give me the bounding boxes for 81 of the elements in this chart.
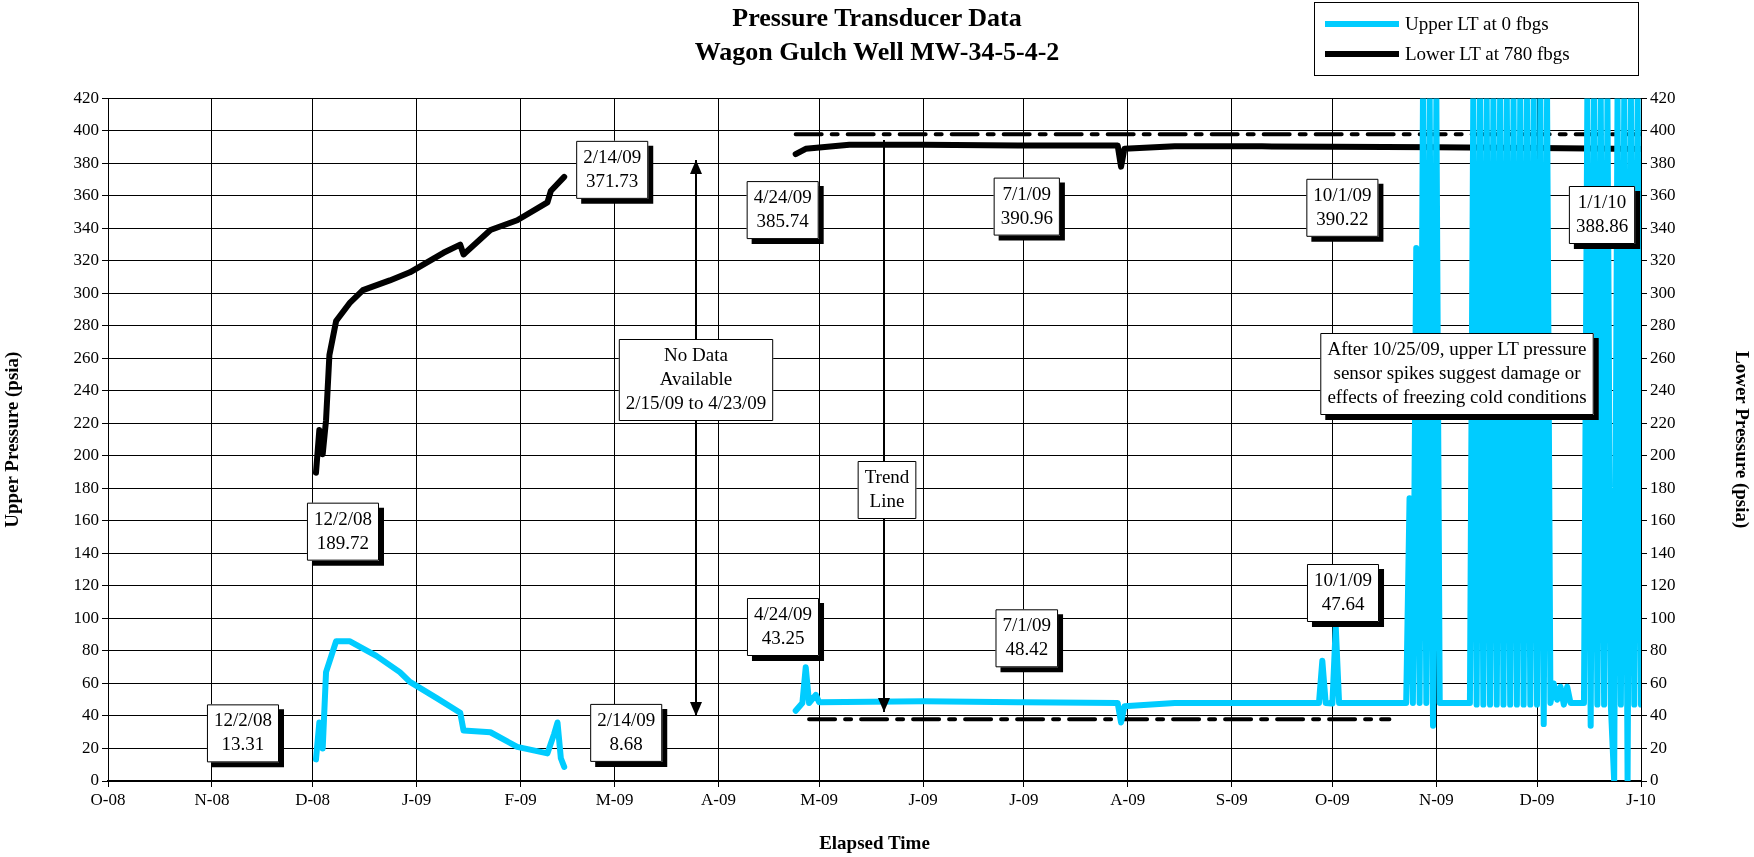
y2-tick-label: 140 [1650, 542, 1676, 562]
x-tick-label: F-09 [504, 789, 537, 809]
x-tick-label: O-09 [1314, 789, 1350, 809]
annotation: After 10/25/09, upper LT pressure sensor spikes suggest damage or effects of freezing cold conditions [1327, 337, 1587, 407]
x-tick-label: D-09 [1519, 789, 1555, 809]
annotation: 12/2/08 13.31 [213, 709, 273, 755]
y-tick-label: 0 [90, 770, 99, 790]
x-tick-label: J-10 [1626, 789, 1656, 809]
y-tick-label: 280 [73, 315, 99, 335]
y-tick-label: 100 [73, 607, 99, 627]
annotation: 7/1/09 48.42 [1002, 614, 1052, 660]
y-tick-label: 80 [82, 640, 99, 660]
y2-tick-label: 420 [1650, 87, 1676, 107]
chart-subtitle: Wagon Gulch Well MW-34-5-4-2 [694, 36, 1060, 66]
y-tick-label: 140 [73, 542, 99, 562]
y2-tick-label: 260 [1650, 347, 1676, 367]
y-tick-label: 380 [73, 152, 99, 172]
y2-tick-label: 200 [1650, 445, 1676, 465]
y-tick-label: 200 [73, 445, 99, 465]
x-tick-label: J-09 [908, 789, 938, 809]
y-tick-label: 260 [73, 347, 99, 367]
x-tick-label: O-08 [90, 789, 126, 809]
y2-tick-label: 100 [1650, 607, 1676, 627]
y2-tick-label: 220 [1650, 412, 1676, 432]
y-tick-label: 320 [73, 250, 99, 270]
y-tick-label: 240 [73, 380, 99, 400]
y-tick-label: 20 [82, 737, 99, 757]
y2-tick-label: 40 [1650, 705, 1667, 725]
annotation: Trend Line [864, 465, 910, 511]
y2-tick-label: 60 [1650, 672, 1667, 692]
annotation: 7/1/09 390.96 [1000, 182, 1053, 228]
x-tick-label: S-09 [1215, 789, 1248, 809]
annotation: 4/24/09 385.74 [753, 186, 812, 232]
y-tick-label: 180 [73, 477, 99, 497]
y2-axis-title: Lower Pressure (psia) [1730, 351, 1753, 529]
y2-tick-label: 240 [1650, 380, 1676, 400]
x-tick-label: M-09 [595, 789, 634, 809]
y2-tick-label: 280 [1650, 315, 1676, 335]
y-tick-label: 60 [82, 672, 99, 692]
y-tick-label: 40 [82, 705, 99, 725]
y2-tick-label: 400 [1650, 120, 1676, 140]
y2-tick-label: 320 [1650, 250, 1676, 270]
y2-tick-label: 120 [1650, 575, 1676, 595]
y2-tick-label: 160 [1650, 510, 1676, 530]
x-tick-label: J-09 [1009, 789, 1039, 809]
annotation: 4/24/09 43.25 [753, 602, 813, 648]
y-tick-label: 220 [73, 412, 99, 432]
x-tick-label: D-08 [295, 789, 331, 809]
y2-tick-label: 20 [1650, 737, 1667, 757]
y2-tick-label: 360 [1650, 185, 1676, 205]
x-axis-title: Elapsed Time [819, 831, 930, 853]
y2-tick-label: 340 [1650, 217, 1676, 237]
annotation: 2/14/09 371.73 [583, 145, 642, 191]
y2-tick-label: 80 [1650, 640, 1667, 660]
y2-tick-label: 300 [1650, 282, 1676, 302]
y-tick-label: 160 [73, 510, 99, 530]
y-tick-label: 360 [73, 185, 99, 205]
y2-tick-label: 380 [1650, 152, 1676, 172]
annotation: 10/1/09 390.22 [1313, 183, 1372, 229]
y-tick-label: 340 [73, 217, 99, 237]
annotation: 12/2/08 189.72 [313, 507, 373, 553]
y-tick-label: 300 [73, 282, 99, 302]
y-tick-label: 120 [73, 575, 99, 595]
annotation: 2/14/09 8.68 [597, 708, 656, 754]
x-tick-label: N-09 [1418, 789, 1454, 809]
y2-tick-label: 0 [1650, 770, 1659, 790]
annotation: 10/1/09 47.64 [1313, 568, 1373, 614]
annotation: No Data Available 2/15/09 to 4/23/09 [625, 343, 767, 413]
x-tick-label: A-09 [701, 789, 736, 809]
annotation: 1/1/10 388.86 [1575, 190, 1629, 236]
y-tick-label: 400 [73, 120, 99, 140]
x-tick-label: J-09 [401, 789, 432, 809]
x-tick-label: N-08 [194, 789, 230, 809]
x-tick-label: A-09 [1110, 789, 1146, 809]
legend-label: Lower LT at 780 fbgs [1405, 43, 1570, 65]
chart-title: Pressure Transducer Data [732, 3, 1022, 33]
y-axis-title: Upper Pressure (psia) [1, 351, 24, 528]
legend-label: Upper LT at 0 fbgs [1405, 13, 1549, 35]
y2-tick-label: 180 [1650, 477, 1676, 497]
x-tick-label: M-09 [800, 789, 839, 809]
y-tick-label: 420 [73, 87, 99, 107]
